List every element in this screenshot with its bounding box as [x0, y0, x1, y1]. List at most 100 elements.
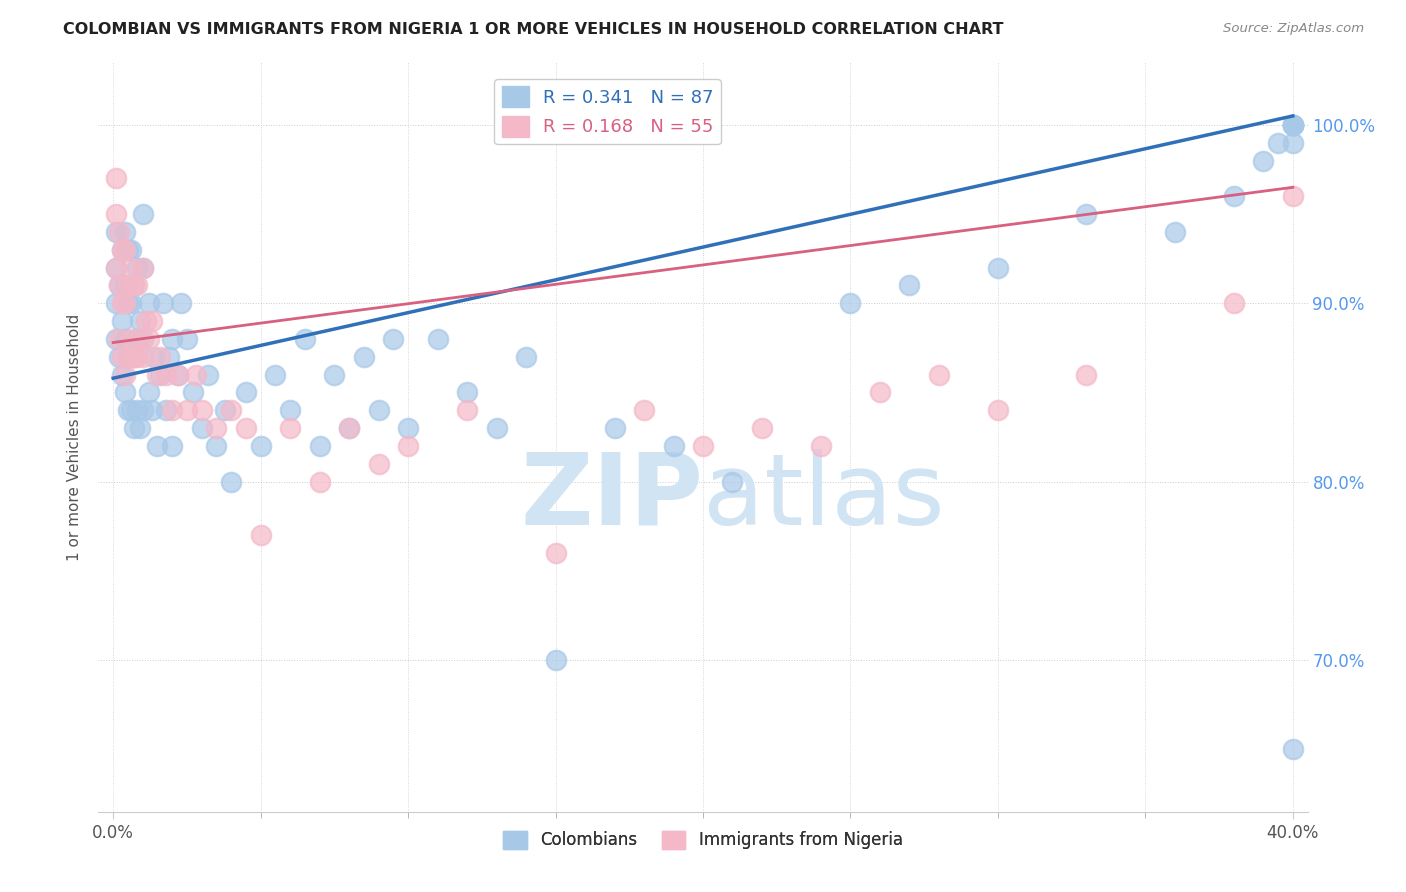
Point	[111, 243, 134, 257]
Point	[120, 296, 142, 310]
Point	[1282, 118, 1305, 132]
Point	[105, 332, 128, 346]
Point	[131, 403, 153, 417]
Point	[167, 368, 190, 382]
Point	[135, 314, 157, 328]
Point	[125, 403, 148, 417]
Point	[633, 403, 655, 417]
Point	[367, 457, 389, 471]
Point	[987, 260, 1010, 275]
Point	[131, 332, 153, 346]
Point	[278, 403, 301, 417]
Point	[120, 260, 142, 275]
Point	[108, 350, 131, 364]
Point	[157, 350, 180, 364]
Point	[149, 368, 172, 382]
Point	[396, 421, 419, 435]
Point	[114, 296, 136, 310]
Point	[485, 421, 508, 435]
Point	[117, 350, 139, 364]
Point	[122, 421, 145, 435]
Text: COLOMBIAN VS IMMIGRANTS FROM NIGERIA 1 OR MORE VEHICLES IN HOUSEHOLD CORRELATION: COLOMBIAN VS IMMIGRANTS FROM NIGERIA 1 O…	[63, 22, 1004, 37]
Point	[544, 653, 567, 667]
Point	[155, 368, 177, 382]
Point	[111, 314, 134, 328]
Point	[308, 439, 330, 453]
Point	[308, 475, 330, 489]
Point	[160, 439, 183, 453]
Point	[1282, 742, 1305, 756]
Point	[515, 350, 537, 364]
Point	[264, 368, 287, 382]
Point	[120, 350, 142, 364]
Point	[128, 421, 150, 435]
Point	[662, 439, 685, 453]
Point	[120, 403, 142, 417]
Text: atlas: atlas	[703, 449, 945, 546]
Point	[128, 332, 150, 346]
Point	[143, 350, 166, 364]
Point	[141, 314, 163, 328]
Point	[1164, 225, 1187, 239]
Point	[382, 332, 405, 346]
Point	[138, 296, 160, 310]
Point	[131, 207, 153, 221]
Point	[105, 260, 128, 275]
Point	[367, 403, 389, 417]
Point	[122, 350, 145, 364]
Point	[120, 243, 142, 257]
Point	[751, 421, 773, 435]
Point	[111, 350, 134, 364]
Point	[117, 350, 139, 364]
Point	[138, 332, 160, 346]
Point	[353, 350, 375, 364]
Point	[160, 403, 183, 417]
Point	[125, 278, 148, 293]
Point	[898, 278, 921, 293]
Y-axis label: 1 or more Vehicles in Household: 1 or more Vehicles in Household	[67, 313, 83, 561]
Point	[1267, 136, 1289, 150]
Point	[1253, 153, 1275, 168]
Point	[205, 439, 228, 453]
Point	[149, 350, 172, 364]
Point	[337, 421, 360, 435]
Point	[105, 207, 128, 221]
Point	[131, 350, 153, 364]
Point	[105, 260, 128, 275]
Point	[160, 332, 183, 346]
Point	[125, 260, 148, 275]
Point	[122, 278, 145, 293]
Point	[111, 243, 134, 257]
Point	[235, 385, 257, 400]
Point	[111, 296, 134, 310]
Point	[249, 439, 271, 453]
Point	[128, 314, 150, 328]
Point	[120, 332, 142, 346]
Point	[125, 332, 148, 346]
Point	[184, 368, 207, 382]
Point	[1223, 296, 1246, 310]
Point	[181, 385, 204, 400]
Point	[146, 439, 169, 453]
Point	[323, 368, 346, 382]
Point	[108, 332, 131, 346]
Point	[1282, 118, 1305, 132]
Text: ZIP: ZIP	[520, 449, 703, 546]
Point	[114, 278, 136, 293]
Text: Source: ZipAtlas.com: Source: ZipAtlas.com	[1223, 22, 1364, 36]
Point	[190, 403, 212, 417]
Point	[122, 278, 145, 293]
Point	[114, 225, 136, 239]
Point	[190, 421, 212, 435]
Point	[105, 225, 128, 239]
Point	[544, 546, 567, 560]
Point	[117, 278, 139, 293]
Point	[426, 332, 449, 346]
Point	[114, 385, 136, 400]
Point	[1282, 189, 1305, 203]
Point	[114, 243, 136, 257]
Point	[111, 368, 134, 382]
Point	[131, 260, 153, 275]
Point	[294, 332, 316, 346]
Point	[396, 439, 419, 453]
